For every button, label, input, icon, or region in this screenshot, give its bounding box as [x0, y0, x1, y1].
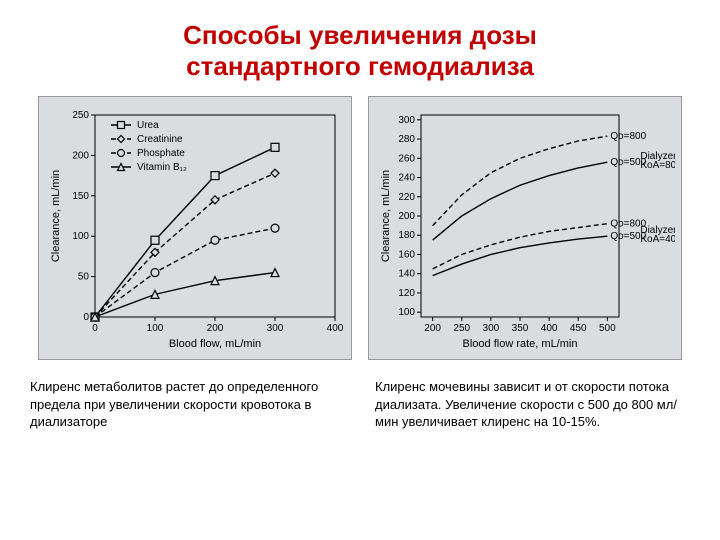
- svg-text:250: 250: [72, 110, 89, 121]
- svg-text:150: 150: [72, 191, 89, 202]
- svg-text:Vitamin B₁₂: Vitamin B₁₂: [137, 162, 187, 173]
- svg-text:0: 0: [83, 312, 89, 323]
- svg-text:450: 450: [570, 323, 587, 334]
- caption-left: Клиренс метаболитов растет до определенн…: [30, 378, 345, 431]
- svg-text:280: 280: [398, 134, 415, 145]
- svg-text:240: 240: [398, 173, 415, 184]
- svg-text:100: 100: [147, 323, 164, 334]
- left-chart: 0 100 200 300 400 0 50 100 150 200 250 Blood flow, …: [45, 103, 345, 353]
- svg-text:Urea: Urea: [137, 120, 159, 131]
- svg-text:Clearance, mL/min: Clearance, mL/min: [380, 170, 392, 262]
- svg-text:Creatinine: Creatinine: [137, 134, 183, 145]
- svg-text:KoA=800: KoA=800: [640, 161, 675, 172]
- svg-text:140: 140: [398, 269, 415, 280]
- svg-text:0: 0: [92, 323, 98, 334]
- svg-text:300: 300: [483, 323, 500, 334]
- captions-row: Клиренс метаболитов растет до определенн…: [30, 378, 690, 431]
- caption-right: Клиренс мочевины зависит и от скорости п…: [375, 378, 690, 431]
- svg-text:200: 200: [72, 151, 89, 162]
- svg-text:Phosphate: Phosphate: [137, 148, 185, 159]
- svg-text:Clearance, mL/min: Clearance, mL/min: [50, 170, 62, 262]
- svg-text:100: 100: [72, 232, 89, 243]
- svg-text:50: 50: [78, 272, 90, 283]
- svg-text:120: 120: [398, 288, 415, 299]
- right-chart: 200 250 300 350 400 450 500 100 120 140 160 180 200 2…: [375, 103, 675, 353]
- svg-text:Blood flow rate, mL/min: Blood flow rate, mL/min: [463, 338, 578, 350]
- svg-text:160: 160: [398, 250, 415, 261]
- svg-text:200: 200: [398, 211, 415, 222]
- svg-text:200: 200: [424, 323, 441, 334]
- svg-text:200: 200: [207, 323, 224, 334]
- svg-text:220: 220: [398, 192, 415, 203]
- svg-text:100: 100: [398, 308, 415, 319]
- svg-text:400: 400: [541, 323, 558, 334]
- svg-text:KoA=400: KoA=400: [640, 235, 675, 246]
- title-line-1: Способы увеличения дозы: [183, 20, 537, 50]
- svg-text:Qᴅ=800: Qᴅ=800: [610, 132, 646, 143]
- svg-text:250: 250: [453, 323, 470, 334]
- svg-text:300: 300: [267, 323, 284, 334]
- charts-row: 0 100 200 300 400 0 50 100 150 200 250 Blood flow, …: [30, 96, 690, 360]
- svg-text:500: 500: [599, 323, 616, 334]
- svg-text:350: 350: [512, 323, 529, 334]
- svg-text:Blood flow, mL/min: Blood flow, mL/min: [169, 338, 261, 350]
- page-title: Способы увеличения дозы стандартного гем…: [30, 20, 690, 82]
- svg-text:400: 400: [327, 323, 344, 334]
- svg-text:180: 180: [398, 231, 415, 242]
- svg-text:300: 300: [398, 115, 415, 126]
- title-line-2: стандартного гемодиализа: [186, 51, 534, 81]
- left-chart-panel: 0 100 200 300 400 0 50 100 150 200 250 Blood flow, …: [38, 96, 352, 360]
- right-chart-panel: 200 250 300 350 400 450 500 100 120 140 160 180 200 2…: [368, 96, 682, 360]
- svg-text:260: 260: [398, 154, 415, 165]
